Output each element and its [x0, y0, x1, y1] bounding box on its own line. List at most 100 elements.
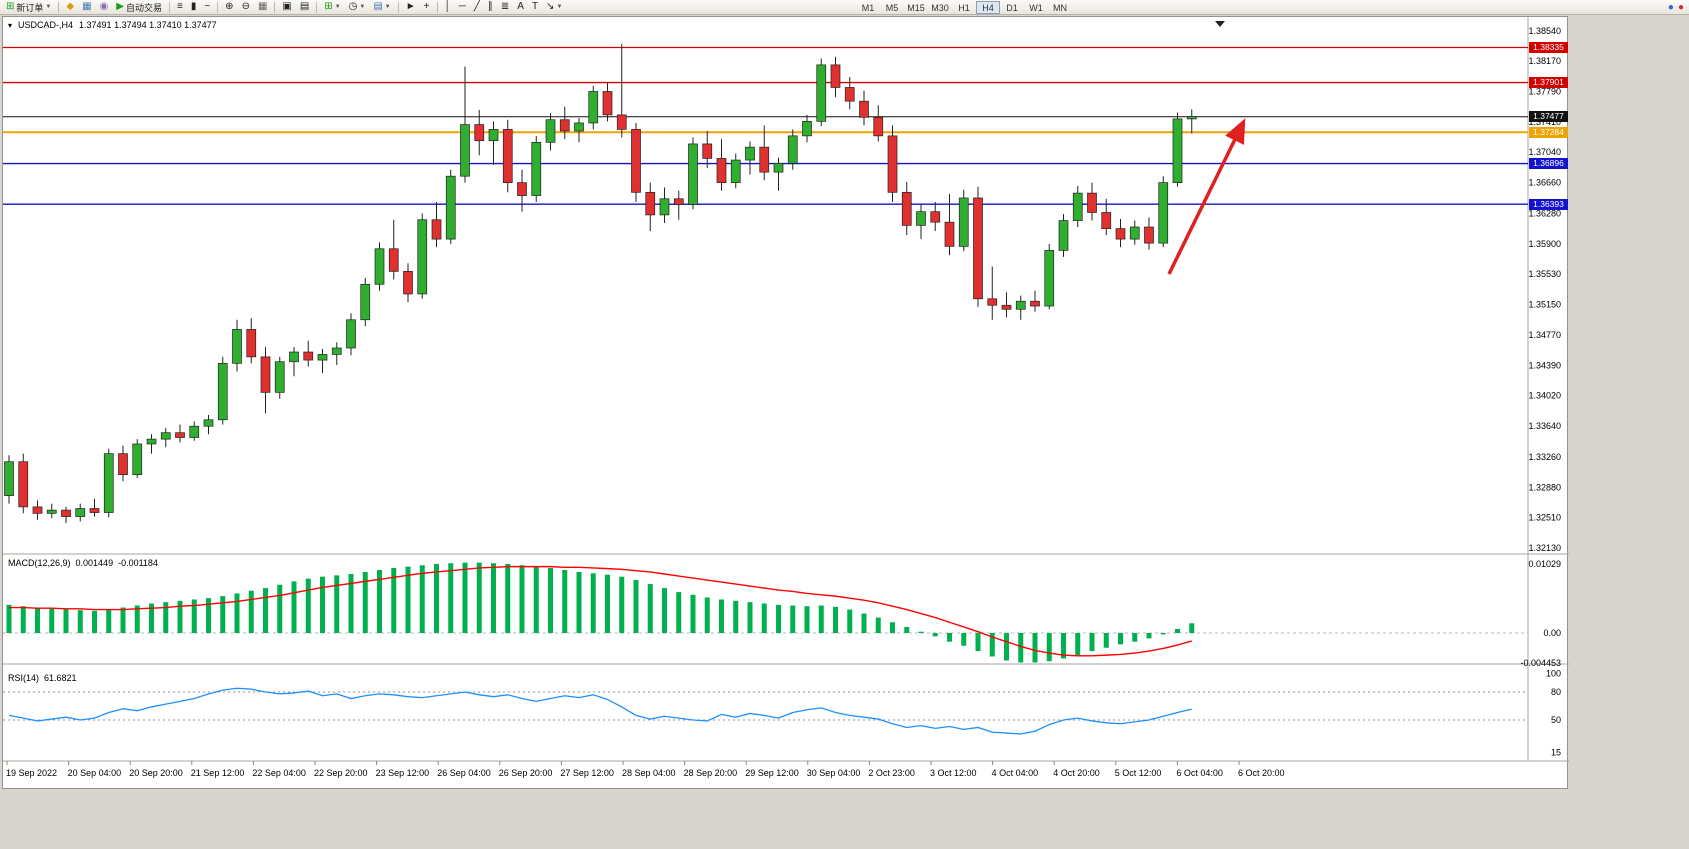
candle-body — [1101, 212, 1112, 229]
candle-body — [388, 248, 399, 272]
candle-body — [460, 124, 470, 177]
chart-canvas[interactable]: 1.385401.381701.377901.374101.370401.366… — [3, 17, 1569, 790]
tile-windows-icon-glyph: ▦ — [257, 1, 268, 12]
price-level-box-1.37284[interactable]: 1.37284 — [1529, 126, 1568, 138]
cursor-icon[interactable]: ► — [402, 1, 420, 14]
timeframe-M5[interactable]: M5 — [885, 3, 899, 13]
macd-bar — [804, 606, 810, 633]
horizontal-line-icon[interactable]: ─ — [455, 1, 470, 14]
candle-body — [4, 461, 14, 496]
macd-indicator-label: MACD(12,26,9) 0.001449 -0.001184 — [8, 558, 158, 568]
text-label-icon-glyph: T — [531, 1, 539, 12]
macd-bar — [134, 605, 140, 633]
one-click-trading-toggle[interactable]: ▾ — [8, 20, 13, 30]
macd-axis-labels: 0.01029 0.00 -0.004453 — [1520, 559, 1561, 668]
market-watch-icon[interactable]: ▦ — [78, 1, 95, 14]
candle-body — [346, 319, 356, 349]
bar-chart-type-icon[interactable]: ≡ — [173, 1, 187, 14]
trendline-icon-glyph: ╱ — [473, 1, 480, 12]
macd-bar — [63, 609, 69, 633]
macd-bar — [35, 607, 40, 633]
toolbar-separator — [168, 1, 170, 13]
svg-text:15: 15 — [1551, 748, 1561, 758]
candle-body — [973, 197, 983, 300]
price-level-box-1.36393[interactable]: 1.36393 — [1529, 198, 1568, 210]
vertical-line-icon[interactable]: │ — [441, 1, 455, 14]
timeframe-H4[interactable]: H4 — [976, 1, 1000, 14]
community-icon[interactable]: ● — [1667, 2, 1674, 13]
timeframe-toolbar: M1 M5 M15 M30 H1 H4 D1 W1 MN — [856, 0, 1072, 15]
timeframe-H1[interactable]: H1 — [958, 3, 970, 13]
candle-body — [189, 425, 200, 438]
record-icon[interactable]: ● — [1677, 2, 1684, 13]
periods-button[interactable]: ◷ ▼ — [345, 1, 370, 14]
chevron-down-icon[interactable]: ▼ — [384, 4, 391, 10]
fibonacci-icon[interactable]: ≣ — [497, 1, 513, 14]
price-level-box-1.38335[interactable]: 1.38335 — [1529, 42, 1568, 54]
new-order-button[interactable]: ⊞ 新订单 ▼ — [2, 1, 55, 14]
candle-body — [160, 432, 171, 440]
cascade-windows-icon[interactable]: ▤ — [296, 1, 313, 14]
toolbar-separator — [217, 1, 219, 13]
candle-body — [659, 198, 670, 216]
alerts-icon[interactable]: ◉ — [96, 1, 113, 14]
indicators-button[interactable]: ⊞ ▼ — [320, 1, 344, 14]
macd-bar — [434, 563, 439, 633]
timeframe-D1[interactable]: D1 — [1006, 3, 1018, 13]
chevron-down-icon[interactable]: ▼ — [45, 4, 52, 10]
timeframe-M30[interactable]: M30 — [931, 3, 949, 13]
arrows-icon[interactable]: ↘ ▼ — [542, 1, 566, 14]
svg-text:1.38170: 1.38170 — [1528, 56, 1561, 66]
candlestick-type-icon[interactable]: ▮ — [187, 1, 201, 14]
price-level-box-1.36896[interactable]: 1.36896 — [1529, 158, 1568, 170]
macd-bar — [491, 563, 496, 633]
text-icon[interactable]: A — [513, 1, 528, 14]
candle-body — [517, 182, 527, 196]
templates-button[interactable]: ▤ ▼ — [369, 1, 394, 14]
candle-body — [232, 329, 242, 364]
chevron-down-icon[interactable]: ▼ — [359, 4, 366, 10]
auto-arrange-icon[interactable]: ▣ — [278, 1, 295, 14]
zoom-out-icon[interactable]: ⊖ — [238, 1, 254, 14]
candle-body — [260, 356, 271, 393]
crosshair-icon[interactable]: + — [420, 1, 434, 14]
line-chart-type-icon[interactable]: ~ — [200, 1, 214, 14]
text-label-icon[interactable]: T — [528, 1, 542, 14]
timeframe-MN[interactable]: MN — [1053, 3, 1067, 13]
chevron-down-icon[interactable]: ▼ — [556, 4, 563, 10]
macd-bar — [220, 596, 226, 633]
tile-windows-icon[interactable]: ▦ — [254, 1, 271, 14]
macd-bar — [704, 597, 710, 633]
timeframe-M15[interactable]: M15 — [907, 3, 925, 13]
price-level-box-1.37477[interactable]: 1.37477 — [1529, 111, 1568, 123]
channel-icon[interactable]: ∥ — [484, 1, 497, 14]
trend-arrow-annotation[interactable] — [1167, 118, 1246, 275]
timeframe-W1[interactable]: W1 — [1029, 3, 1043, 13]
candle-body — [1172, 118, 1183, 183]
time-label: 3 Oct 12:00 — [930, 768, 977, 778]
trendline-icon[interactable]: ╱ — [470, 1, 484, 14]
time-label: 30 Sep 04:00 — [807, 768, 861, 778]
chevron-down-icon[interactable]: ▼ — [334, 4, 341, 10]
time-label: 22 Sep 20:00 — [314, 768, 368, 778]
autotrading-button[interactable]: ▶ 自动交易 — [112, 1, 166, 14]
arrows-icon-glyph: ↘ — [546, 1, 555, 12]
toolbar-separator — [436, 1, 438, 13]
macd-bar — [1089, 633, 1095, 652]
macd-bar — [961, 633, 967, 646]
candle-body — [730, 159, 741, 183]
candle-body — [89, 508, 100, 513]
macd-bar — [1132, 633, 1138, 642]
time-label: 27 Sep 12:00 — [560, 768, 614, 778]
candle-body — [645, 191, 656, 216]
zoom-in-icon[interactable]: ⊕ — [221, 1, 237, 14]
time-axis[interactable]: 19 Sep 2022 20 Sep 04:00 20 Sep 20:00 21 Se… — [6, 761, 1285, 778]
rsi-axis-labels: 100 80 50 15 — [1546, 668, 1561, 757]
chart-shift-marker[interactable] — [1215, 21, 1225, 27]
metaeditor-icon[interactable]: ◆ — [62, 1, 78, 14]
candle-body — [1186, 116, 1197, 120]
timeframe-M1[interactable]: M1 — [861, 3, 875, 13]
svg-text:1.34020: 1.34020 — [1528, 391, 1561, 401]
price-level-box-1.37901[interactable]: 1.37901 — [1529, 77, 1568, 89]
time-label: 2 Oct 23:00 — [868, 768, 915, 778]
